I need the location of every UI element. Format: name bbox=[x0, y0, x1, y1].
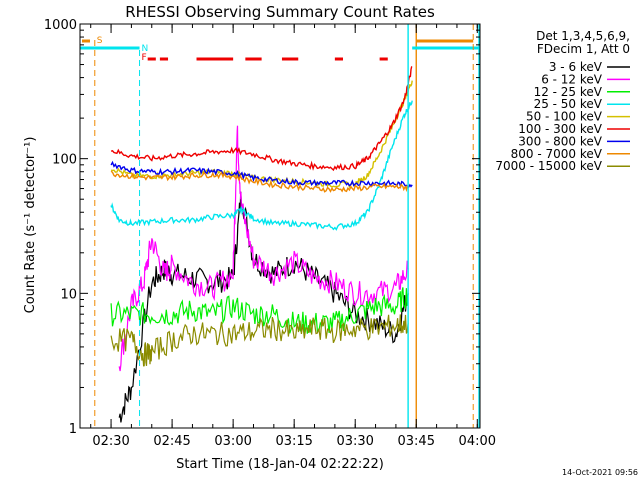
annotation-layer: S NF bbox=[80, 24, 480, 428]
series-line-3 bbox=[110, 100, 413, 231]
series-layer bbox=[110, 66, 413, 423]
annotation-f: F bbox=[142, 53, 147, 63]
legend-header-line-1: Det 1,3,4,5,6,9, bbox=[536, 29, 630, 43]
series-line-8 bbox=[110, 314, 409, 367]
legend-label-4: 50 - 100 keV bbox=[526, 110, 603, 124]
legend-label-1: 6 - 12 keV bbox=[541, 72, 603, 86]
x-tick-label-2: 03:00 bbox=[214, 434, 251, 449]
legend-label-2: 12 - 25 keV bbox=[534, 85, 603, 99]
axes: 1 10 100 1000 02:30 02:45 03:00 03:15 03:30 03:45… bbox=[44, 18, 496, 449]
series-line-4 bbox=[111, 80, 413, 189]
legend: Det 1,3,4,5,6,9, FDecim 1, Att 0 3 - 6 k… bbox=[495, 29, 630, 173]
x-axis-label: Start Time (18-Jan-04 02:22:22) bbox=[176, 457, 384, 472]
legend-label-6: 300 - 800 keV bbox=[518, 134, 602, 148]
y-tick-label-2: 100 bbox=[52, 153, 77, 168]
x-tick-label-6: 04:00 bbox=[459, 434, 496, 449]
footer-timestamp: 14-Oct-2021 09:56 bbox=[562, 468, 638, 477]
legend-label-0: 3 - 6 keV bbox=[549, 60, 603, 74]
plot-frame bbox=[79, 23, 481, 429]
legend-label-8: 7000 - 15000 keV bbox=[495, 159, 602, 173]
legend-label-3: 25 - 50 keV bbox=[534, 97, 603, 111]
chart-title: RHESSI Observing Summary Count Rates bbox=[125, 3, 435, 21]
y-tick-label-3: 1000 bbox=[44, 18, 77, 33]
series-line-7 bbox=[110, 170, 409, 193]
series-line-5 bbox=[110, 66, 413, 172]
series-line-6 bbox=[110, 160, 413, 189]
annotation-s: S bbox=[97, 36, 103, 46]
x-tick-label-5: 03:45 bbox=[398, 434, 435, 449]
legend-label-5: 100 - 300 keV bbox=[518, 122, 602, 136]
series-line-0 bbox=[118, 191, 409, 423]
series-line-2 bbox=[110, 287, 409, 334]
y-tick-label-0: 1 bbox=[69, 422, 77, 437]
x-tick-label-4: 03:30 bbox=[336, 434, 373, 449]
legend-label-7: 800 - 7000 keV bbox=[511, 147, 603, 161]
annotation-n: N bbox=[142, 44, 149, 54]
legend-header-line-2: FDecim 1, Att 0 bbox=[537, 42, 630, 56]
x-tick-label-3: 03:15 bbox=[275, 434, 312, 449]
x-tick-label-1: 02:45 bbox=[153, 434, 190, 449]
x-tick-label-0: 02:30 bbox=[92, 434, 129, 449]
y-axis-label: Count Rate (s⁻¹ detector⁻¹) bbox=[23, 137, 38, 314]
y-tick-label-1: 10 bbox=[60, 287, 77, 302]
